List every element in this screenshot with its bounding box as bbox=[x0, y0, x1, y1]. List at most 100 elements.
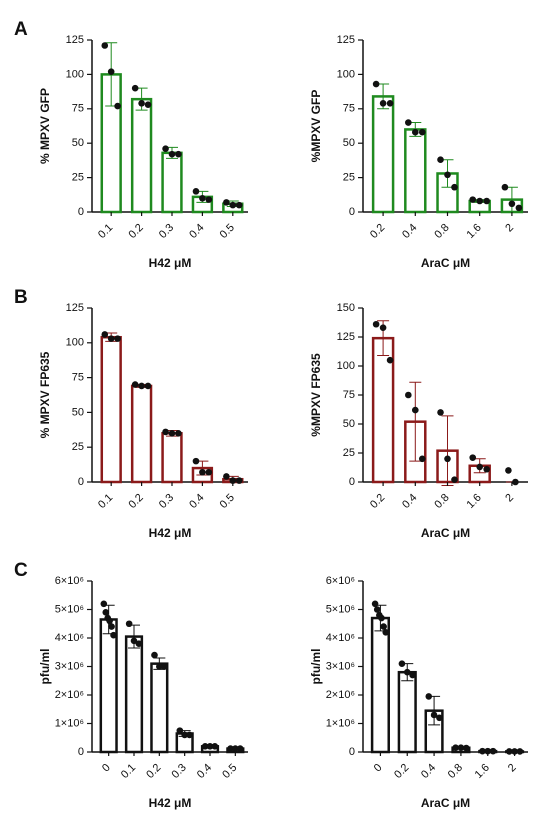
data-point bbox=[229, 201, 237, 209]
x-tick-label: 0.4 bbox=[187, 492, 206, 511]
x-tick-label: 0.1 bbox=[119, 762, 138, 781]
data-point bbox=[168, 429, 176, 437]
data-point bbox=[160, 663, 168, 670]
data-point bbox=[437, 409, 444, 416]
panel-label: C bbox=[14, 560, 28, 581]
x-tick-label: 0.2 bbox=[126, 492, 145, 511]
y-tick-label: 125 bbox=[66, 302, 84, 314]
y-tick-label: 2×10⁶ bbox=[326, 689, 355, 701]
y-tick-label: 75 bbox=[72, 103, 84, 115]
data-point bbox=[430, 711, 438, 719]
x-tick-label: 0.2 bbox=[368, 222, 387, 241]
data-point bbox=[405, 391, 412, 399]
data-point bbox=[235, 477, 243, 484]
data-point bbox=[469, 454, 477, 461]
data-point bbox=[175, 429, 182, 437]
x-tick-label: 0.8 bbox=[432, 492, 451, 511]
data-point bbox=[412, 406, 419, 414]
x-tick-label: 2 bbox=[506, 762, 519, 775]
data-point bbox=[505, 467, 512, 474]
data-point bbox=[418, 455, 426, 463]
data-point bbox=[505, 748, 513, 755]
data-point bbox=[409, 671, 416, 679]
y-tick-label: 3×10⁶ bbox=[326, 660, 355, 672]
x-tick-label: 0.5 bbox=[220, 762, 239, 781]
bar bbox=[99, 618, 118, 754]
y-tick-label: 1×10⁶ bbox=[326, 717, 355, 729]
y-tick-label: 4×10⁶ bbox=[55, 632, 84, 644]
y-tick-label: 50 bbox=[72, 137, 84, 149]
data-point bbox=[135, 640, 143, 647]
y-tick-label: 0 bbox=[78, 476, 84, 488]
bar bbox=[130, 384, 153, 484]
y-tick-label: 2×10⁶ bbox=[55, 689, 84, 701]
error-bar bbox=[409, 381, 422, 462]
data-point bbox=[479, 747, 486, 755]
x-tick-label: 0.2 bbox=[126, 222, 145, 241]
y-tick-label: 100 bbox=[337, 68, 355, 80]
data-point bbox=[412, 128, 419, 136]
data-point bbox=[511, 748, 518, 755]
x-tick-label: 1.6 bbox=[473, 762, 492, 781]
y-tick-label: 50 bbox=[343, 137, 355, 149]
data-point bbox=[501, 183, 509, 191]
x-axis-label: AraC μM bbox=[421, 526, 470, 540]
data-point bbox=[516, 748, 524, 755]
y-tick-label: 25 bbox=[343, 447, 355, 459]
bar bbox=[150, 662, 169, 754]
y-axis-label: % MPXV GFP bbox=[38, 88, 52, 164]
x-tick-label: 0.3 bbox=[157, 492, 176, 511]
data-point bbox=[379, 324, 387, 332]
y-tick-label: 4×10⁶ bbox=[326, 632, 355, 644]
data-point bbox=[144, 101, 152, 108]
bar bbox=[397, 670, 417, 754]
data-point bbox=[106, 617, 113, 625]
data-point bbox=[114, 102, 121, 110]
data-point bbox=[425, 693, 433, 700]
y-tick-label: 0 bbox=[349, 476, 355, 488]
x-tick-label: 0.3 bbox=[170, 762, 189, 781]
x-tick-label: 0.5 bbox=[218, 222, 237, 241]
data-point bbox=[131, 84, 139, 92]
y-tick-label: 6×10⁶ bbox=[326, 575, 355, 587]
y-tick-label: 125 bbox=[337, 331, 355, 343]
panel-label: B bbox=[14, 287, 28, 308]
data-point bbox=[444, 171, 451, 179]
y-axis-label: % MPXV FP635 bbox=[38, 351, 52, 438]
data-point bbox=[211, 743, 219, 750]
data-point bbox=[508, 200, 516, 208]
y-tick-label: 75 bbox=[72, 372, 84, 384]
x-tick-label: 0.4 bbox=[400, 492, 419, 511]
data-point bbox=[168, 150, 176, 158]
data-point bbox=[131, 381, 139, 388]
data-point bbox=[379, 99, 387, 107]
x-tick-label: 0.2 bbox=[392, 762, 411, 781]
data-point bbox=[110, 631, 117, 639]
data-point bbox=[130, 637, 138, 645]
data-point bbox=[100, 600, 108, 608]
data-point bbox=[437, 156, 444, 164]
x-tick-label: 0.5 bbox=[218, 492, 237, 511]
bar bbox=[161, 432, 183, 484]
data-point bbox=[102, 609, 110, 616]
x-tick-label: 0.2 bbox=[144, 762, 163, 781]
data-point bbox=[101, 42, 109, 49]
data-point bbox=[457, 744, 465, 752]
x-tick-label: 2 bbox=[503, 222, 516, 235]
data-point bbox=[205, 468, 213, 476]
data-point bbox=[151, 651, 158, 659]
data-point bbox=[186, 731, 193, 739]
y-tick-label: 100 bbox=[337, 360, 355, 372]
data-point bbox=[223, 473, 230, 480]
x-axis-label: H42 μM bbox=[149, 256, 192, 270]
x-tick-label: 0.1 bbox=[96, 492, 115, 511]
data-point bbox=[403, 668, 411, 676]
y-axis-label: %MPXV GFP bbox=[309, 90, 323, 163]
x-tick-label: 1.6 bbox=[465, 222, 484, 241]
data-point bbox=[398, 660, 406, 667]
y-tick-label: 100 bbox=[66, 337, 84, 349]
data-point bbox=[176, 727, 184, 734]
data-point bbox=[444, 455, 451, 463]
data-point bbox=[386, 356, 394, 364]
